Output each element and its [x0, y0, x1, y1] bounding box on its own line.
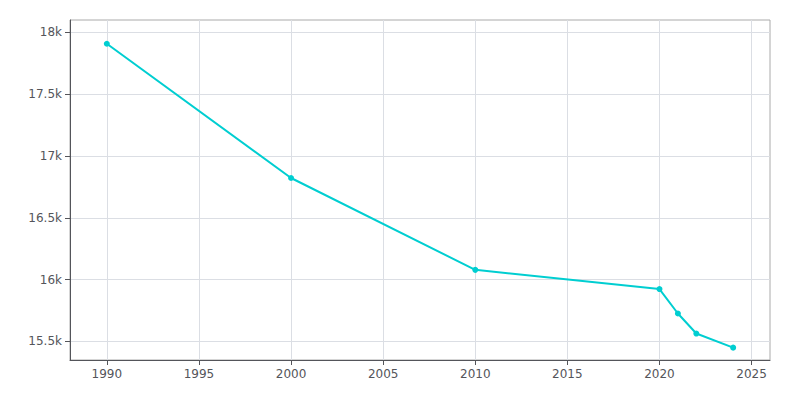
svg-text:1995: 1995 — [184, 367, 215, 381]
svg-text:2010: 2010 — [460, 367, 491, 381]
svg-text:2005: 2005 — [368, 367, 399, 381]
svg-text:1990: 1990 — [92, 367, 123, 381]
svg-text:15.5k: 15.5k — [28, 334, 62, 348]
svg-text:16k: 16k — [40, 273, 62, 287]
svg-text:18k: 18k — [40, 25, 62, 39]
svg-text:2020: 2020 — [644, 367, 675, 381]
svg-text:17.5k: 17.5k — [28, 87, 62, 101]
svg-text:16.5k: 16.5k — [28, 211, 62, 225]
svg-text:2015: 2015 — [552, 367, 583, 381]
svg-text:2000: 2000 — [276, 367, 307, 381]
svg-text:17k: 17k — [40, 149, 62, 163]
svg-text:2025: 2025 — [736, 367, 767, 381]
